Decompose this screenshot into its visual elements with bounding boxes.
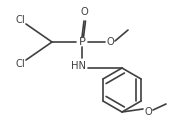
Text: P: P xyxy=(79,37,85,47)
Text: HN: HN xyxy=(71,61,87,71)
Text: O: O xyxy=(144,107,152,117)
Text: Cl: Cl xyxy=(15,59,25,69)
Text: Cl: Cl xyxy=(15,15,25,25)
Text: O: O xyxy=(106,37,114,47)
Text: O: O xyxy=(80,7,88,17)
